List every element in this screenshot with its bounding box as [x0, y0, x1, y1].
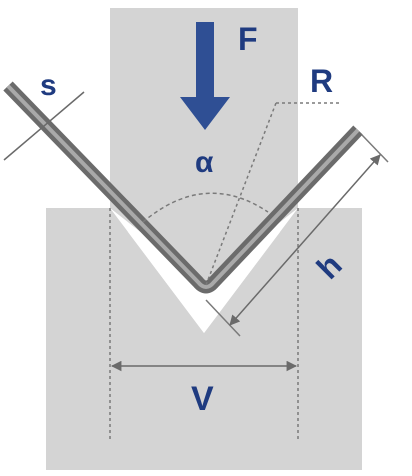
thickness-dimension-line [3, 91, 85, 161]
die-opening-label: V [191, 380, 214, 418]
flange-height-dimension-line [229, 154, 381, 326]
angle-label: α [195, 146, 214, 179]
thickness-label: s [40, 69, 57, 102]
flange-height-extension-top [361, 134, 389, 163]
radius-label: R [310, 63, 333, 99]
flange-height-extension-bottom [205, 299, 241, 337]
force-arrow [180, 22, 230, 130]
sheet-metal-highlight [6, 84, 360, 289]
force-label: F [238, 21, 258, 57]
